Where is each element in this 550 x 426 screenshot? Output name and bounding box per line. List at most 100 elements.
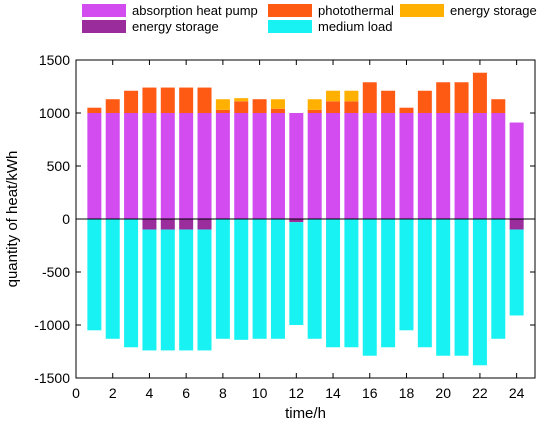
legend-label: energy storage (132, 19, 219, 34)
bar-5-x12 (289, 222, 304, 325)
plot-axes: 0 2 4 6 8 10 12 14 16 18 20 22 24-1500-1000-50005001… (34, 52, 536, 401)
bar-5-x24 (509, 229, 524, 316)
bar-5-x18 (399, 219, 414, 331)
bar-1-x5 (160, 113, 175, 219)
bar-5-x8 (215, 219, 230, 339)
bar-5-x3 (124, 219, 139, 348)
bar-2-x13 (307, 109, 322, 113)
bar-3-x9 (234, 98, 249, 102)
bar-2-x22 (472, 72, 487, 113)
bar-1-x6 (179, 113, 194, 219)
bar-5-x13 (307, 219, 322, 339)
bar-4-x4 (142, 219, 157, 230)
x-tick-label: 0 (72, 385, 80, 401)
x-tick-label: 2 (109, 385, 117, 401)
x-tick-label: 16 (362, 385, 378, 401)
legend-swatch (268, 20, 312, 33)
bar-4-x7 (197, 219, 212, 230)
legend-label: energy storage (450, 3, 537, 18)
bar-5-x7 (197, 229, 212, 351)
x-tick-label: 4 (146, 385, 154, 401)
bar-3-x15 (344, 90, 359, 102)
bar-1-x9 (234, 113, 249, 219)
y-tick-label: 1500 (39, 52, 70, 68)
bar-2-x2 (105, 99, 120, 113)
bar-3-x11 (270, 99, 285, 109)
bar-1-x2 (105, 113, 120, 219)
bar-2-x1 (87, 107, 102, 113)
y-tick-label: 0 (62, 211, 70, 227)
bar-2-x17 (381, 90, 396, 113)
y-tick-label: 1000 (39, 105, 70, 121)
legend-swatch (400, 4, 444, 17)
bar-3-x14 (326, 90, 341, 102)
bar-5-x14 (326, 219, 341, 348)
bar-5-x5 (160, 229, 175, 351)
x-tick-label: 12 (289, 385, 305, 401)
bar-1-x18 (399, 113, 414, 219)
bar-1-x7 (197, 113, 212, 219)
legend-swatch (82, 20, 126, 33)
y-tick-label: -1500 (34, 370, 70, 386)
bar-3-x8 (215, 99, 230, 110)
bar-2-x20 (436, 82, 451, 113)
x-tick-label: 8 (219, 385, 227, 401)
bar-5-x20 (436, 219, 451, 356)
bar-1-x3 (124, 113, 139, 219)
legend-swatch (82, 4, 126, 17)
x-tick-label: 10 (252, 385, 268, 401)
legend-label: medium load (318, 19, 392, 34)
bar-1-x10 (252, 113, 267, 219)
x-axis-label: time/h (285, 405, 326, 422)
x-tick-label: 14 (325, 385, 341, 401)
bar-2-x10 (252, 99, 267, 113)
bar-1-x1 (87, 113, 102, 219)
bar-4-x6 (179, 219, 194, 230)
bar-4-x24 (509, 219, 524, 230)
bar-2-x23 (491, 99, 506, 113)
bar-2-x3 (124, 90, 139, 113)
bar-5-x21 (454, 219, 469, 356)
bar-1-x4 (142, 113, 157, 219)
bar-5-x19 (417, 219, 432, 348)
bar-1-x24 (509, 122, 524, 219)
bar-1-x12 (289, 113, 304, 219)
bar-2-x21 (454, 82, 469, 113)
bar-2-x4 (142, 87, 157, 113)
bar-2-x14 (326, 101, 341, 113)
bar-5-x23 (491, 219, 506, 339)
plot-bars (87, 72, 524, 366)
bar-5-x10 (252, 219, 267, 339)
bar-2-x18 (399, 107, 414, 113)
bar-4-x12 (289, 219, 304, 223)
bar-5-x1 (87, 219, 102, 331)
legend: absorption heat pump photothermal energy s… (82, 3, 537, 34)
y-axis-label: quantity of heat/kWh (4, 151, 21, 288)
bar-1-x19 (417, 113, 432, 219)
bar-1-x17 (381, 113, 396, 219)
legend-swatch (268, 4, 312, 17)
bar-1-x8 (215, 113, 230, 219)
bar-5-x11 (270, 219, 285, 339)
bar-5-x9 (234, 219, 249, 340)
bar-1-x13 (307, 113, 322, 219)
bar-2-x16 (362, 82, 377, 113)
bar-2-x15 (344, 101, 359, 113)
bar-5-x16 (362, 219, 377, 356)
bar-1-x23 (491, 113, 506, 219)
x-tick-label: 6 (182, 385, 190, 401)
bar-1-x15 (344, 113, 359, 219)
y-tick-label: -1000 (34, 317, 70, 333)
bar-2-x19 (417, 90, 432, 113)
bar-5-x2 (105, 219, 120, 339)
bar-1-x11 (270, 113, 285, 219)
bar-5-x15 (344, 219, 359, 348)
y-tick-label: -500 (42, 264, 70, 280)
x-tick-label: 24 (509, 385, 525, 401)
legend-label: absorption heat pump (132, 3, 258, 18)
bar-2-x5 (160, 87, 175, 113)
bar-1-x14 (326, 113, 341, 219)
bar-1-x16 (362, 113, 377, 219)
bar-5-x22 (472, 219, 487, 366)
